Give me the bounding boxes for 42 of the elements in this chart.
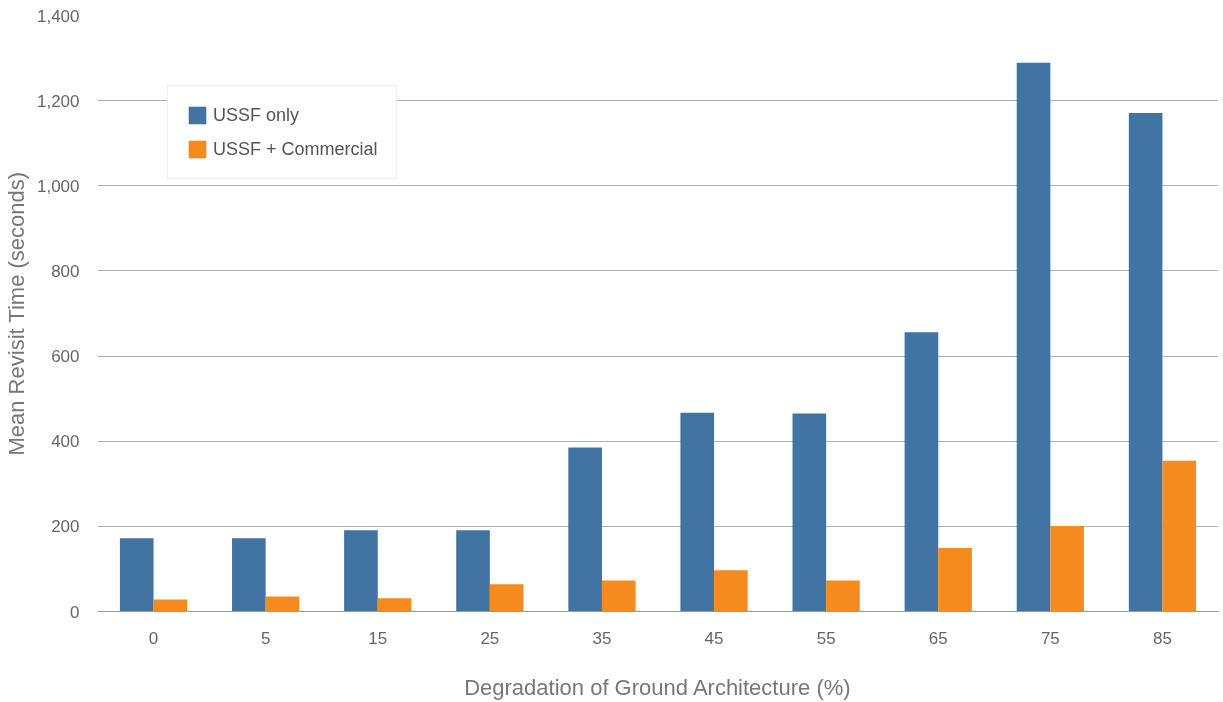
x-tick-label: 85 <box>1153 628 1172 648</box>
y-axis-title: Mean Revisit Time (seconds) <box>3 171 29 456</box>
x-axis-title: Degradation of Ground Architecture (%) <box>464 674 851 700</box>
bar <box>153 599 188 612</box>
y-tick-label: 1,000 <box>36 176 80 196</box>
y-tick-label: 0 <box>70 602 80 622</box>
x-tick-label: 5 <box>260 628 271 648</box>
bar <box>1050 525 1084 612</box>
bar <box>265 596 300 612</box>
bar <box>568 447 602 612</box>
bar <box>232 538 266 612</box>
bar <box>680 412 715 612</box>
x-tick-label: 65 <box>928 628 948 648</box>
x-tick-label: 75 <box>1040 628 1060 648</box>
bar <box>489 584 524 612</box>
bar <box>1016 62 1051 612</box>
legend-label: USSF only <box>213 104 300 126</box>
x-tick-label: 25 <box>480 628 500 648</box>
bar <box>601 580 636 612</box>
x-tick-label: 55 <box>816 628 836 648</box>
x-tick-label: 0 <box>148 628 159 648</box>
y-tick-label: 1,200 <box>36 91 80 111</box>
y-tick-label: 400 <box>51 432 80 452</box>
bar <box>904 332 939 612</box>
y-tick-label: 600 <box>51 347 80 367</box>
bar <box>714 570 748 612</box>
legend-label: USSF + Commercial <box>213 138 378 160</box>
bar <box>792 413 827 612</box>
bar <box>1162 460 1197 612</box>
y-tick-label: 200 <box>51 517 80 537</box>
x-tick-label: 15 <box>368 628 388 648</box>
bar <box>119 538 154 612</box>
x-tick-label: 45 <box>704 628 724 648</box>
bar <box>938 548 972 612</box>
y-tick-label: 1,400 <box>36 6 80 26</box>
y-tick-label: 800 <box>51 261 80 281</box>
bar <box>377 598 412 612</box>
x-tick-label: 35 <box>592 628 612 648</box>
bar <box>344 530 378 612</box>
bar <box>456 530 490 612</box>
bar <box>1128 112 1163 612</box>
bar <box>826 580 860 612</box>
